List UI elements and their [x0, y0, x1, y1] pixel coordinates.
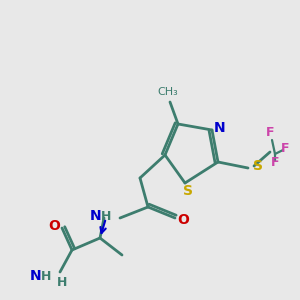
Text: S: S — [253, 159, 263, 173]
Text: S: S — [183, 184, 193, 198]
Text: H: H — [101, 209, 111, 223]
Text: H: H — [41, 269, 51, 283]
Text: F: F — [281, 142, 289, 154]
Text: O: O — [48, 219, 60, 233]
Text: F: F — [271, 157, 279, 169]
Text: CH₃: CH₃ — [158, 87, 178, 97]
Text: N: N — [214, 121, 226, 135]
Text: H: H — [57, 275, 67, 289]
Text: O: O — [177, 213, 189, 227]
Text: N: N — [30, 269, 42, 283]
Text: N: N — [90, 209, 102, 223]
Text: F: F — [266, 127, 274, 140]
